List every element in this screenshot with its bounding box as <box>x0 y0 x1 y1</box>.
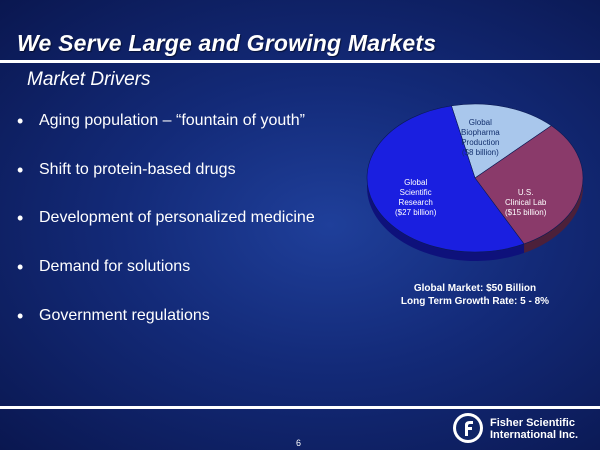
fisher-logo-icon <box>453 413 483 443</box>
pie-label-biopharma: Global Biopharma Production ($8 billion) <box>461 118 500 157</box>
market-caption: Global Market: $50 Billion Long Term Gro… <box>370 282 580 308</box>
pie-slice-clinical <box>474 125 584 245</box>
pie-label-clinical: U.S. Clinical Lab ($15 billion) <box>505 188 547 217</box>
company-logo: Fisher Scientific International Inc. <box>452 412 597 446</box>
market-pie-chart: Global Biopharma Production ($8 billion)… <box>365 100 585 280</box>
bullet-text: Shift to protein-based drugs <box>39 161 236 178</box>
pie-label-research: Global Scientific Research ($27 billion) <box>395 178 437 217</box>
page-number: 6 <box>296 438 302 448</box>
bullet-icon: • <box>17 306 24 326</box>
logo-text: Fisher Scientific International Inc. <box>490 417 578 441</box>
bullet-text: Aging population – “fountain of youth” <box>39 112 305 129</box>
title-divider <box>0 60 600 63</box>
bullet-text: Demand for solutions <box>39 258 191 275</box>
market-growth: Long Term Growth Rate: 5 - 8% <box>400 296 550 307</box>
bullet-icon: • <box>17 111 24 131</box>
bullet-text: Government regulations <box>39 307 210 324</box>
pie-slice-clinical-side <box>524 180 583 253</box>
market-total: Global Market: $50 Billion <box>413 283 537 294</box>
bullet-icon: • <box>17 160 24 180</box>
logo-line2: International Inc. <box>490 429 579 441</box>
pie-svg <box>366 103 584 261</box>
bullet-text: Development of personalized medicine <box>39 209 315 226</box>
pie-slice-research-side <box>367 178 525 261</box>
pie-slice-biopharma <box>451 103 552 179</box>
bullet-icon: • <box>17 257 24 277</box>
slide-subtitle: Market Drivers <box>27 69 151 90</box>
logo-line1: Fisher Scientific <box>490 417 575 429</box>
pie-slice-research <box>366 105 525 253</box>
slide-title: We Serve Large and Growing Markets <box>17 30 437 56</box>
footer-divider <box>0 406 600 409</box>
bullet-icon: • <box>17 208 24 228</box>
